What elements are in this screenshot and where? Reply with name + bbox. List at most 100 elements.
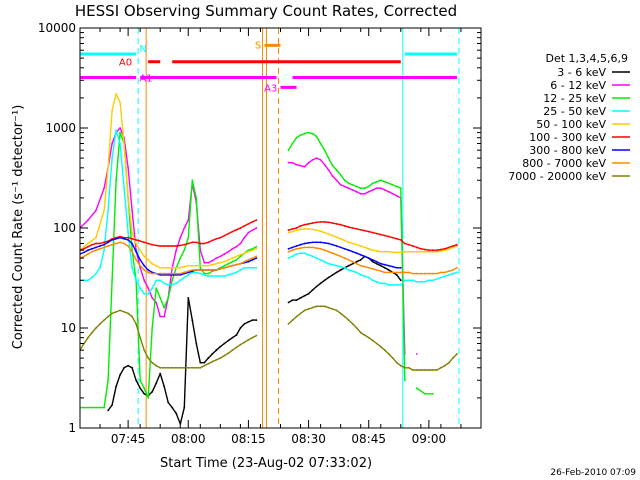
data-point bbox=[351, 262, 354, 265]
data-point bbox=[319, 241, 322, 244]
data-point bbox=[359, 331, 362, 334]
data-point bbox=[375, 180, 378, 183]
data-point bbox=[287, 229, 290, 232]
data-point bbox=[251, 247, 254, 250]
series-3 bbox=[80, 129, 458, 295]
data-point bbox=[355, 243, 358, 246]
data-point bbox=[335, 236, 338, 239]
data-point bbox=[403, 279, 406, 282]
series-2 bbox=[80, 131, 434, 409]
data-point bbox=[195, 241, 198, 244]
data-point bbox=[203, 261, 206, 264]
data-point bbox=[424, 250, 426, 253]
data-point bbox=[227, 232, 230, 235]
data-point bbox=[436, 369, 438, 371]
data-point bbox=[315, 285, 318, 288]
data-point bbox=[175, 272, 178, 275]
data-point bbox=[91, 243, 93, 246]
data-point bbox=[191, 241, 194, 244]
data-point bbox=[303, 223, 306, 226]
data-point bbox=[83, 247, 85, 250]
data-point bbox=[223, 234, 226, 237]
data-point bbox=[187, 242, 190, 245]
data-point bbox=[299, 243, 302, 246]
data-point bbox=[375, 280, 378, 283]
data-point bbox=[227, 265, 230, 268]
data-point bbox=[143, 255, 146, 258]
data-point bbox=[199, 242, 202, 245]
data-point bbox=[143, 392, 146, 395]
data-point bbox=[147, 259, 150, 261]
data-point bbox=[315, 135, 318, 138]
data-point bbox=[119, 142, 121, 145]
data-point bbox=[183, 276, 186, 279]
data-point bbox=[235, 263, 238, 266]
data-point bbox=[143, 264, 146, 267]
series-line bbox=[80, 129, 257, 295]
data-point bbox=[99, 242, 101, 245]
data-point bbox=[395, 237, 398, 240]
data-point bbox=[255, 255, 258, 258]
data-point bbox=[111, 109, 113, 112]
data-point bbox=[335, 264, 338, 267]
data-point bbox=[387, 250, 390, 253]
data-point bbox=[91, 331, 93, 334]
data-point bbox=[183, 406, 186, 409]
data-point bbox=[456, 243, 458, 246]
data-point bbox=[444, 275, 446, 277]
data-point bbox=[379, 262, 382, 265]
data-point bbox=[391, 265, 394, 268]
data-point bbox=[239, 327, 242, 329]
data-point bbox=[456, 353, 458, 355]
data-point bbox=[299, 252, 302, 255]
data-point bbox=[195, 366, 198, 369]
legend-label: 3 - 6 keV bbox=[557, 66, 606, 79]
data-point bbox=[383, 266, 386, 269]
data-point bbox=[448, 247, 450, 250]
data-point bbox=[415, 280, 418, 283]
data-point bbox=[207, 362, 210, 365]
data-point bbox=[323, 279, 326, 282]
data-point bbox=[395, 251, 398, 254]
legend-label: 7000 - 20000 keV bbox=[508, 170, 606, 183]
data-point bbox=[339, 237, 342, 240]
data-point bbox=[163, 385, 166, 388]
data-point bbox=[119, 127, 121, 129]
data-point bbox=[151, 262, 154, 265]
data-point bbox=[343, 257, 346, 259]
data-point bbox=[399, 187, 402, 190]
data-point bbox=[383, 250, 386, 253]
data-point bbox=[287, 161, 290, 164]
data-point bbox=[387, 269, 390, 271]
data-point bbox=[440, 250, 442, 252]
data-point bbox=[436, 278, 438, 280]
data-point bbox=[251, 249, 254, 252]
data-point bbox=[203, 242, 206, 245]
data-point bbox=[179, 272, 182, 275]
data-point bbox=[311, 306, 314, 309]
data-point bbox=[107, 209, 109, 212]
data-point bbox=[335, 223, 338, 225]
data-point bbox=[223, 275, 226, 277]
data-point bbox=[183, 271, 186, 274]
data-point bbox=[363, 334, 366, 336]
data-point bbox=[239, 343, 242, 346]
data-point bbox=[111, 243, 113, 246]
data-point bbox=[335, 179, 338, 182]
data-point bbox=[428, 250, 430, 253]
data-point bbox=[235, 334, 238, 336]
data-point bbox=[331, 175, 334, 178]
data-point bbox=[203, 269, 206, 271]
data-point bbox=[143, 269, 146, 271]
data-point bbox=[371, 249, 374, 252]
data-point bbox=[207, 261, 210, 264]
data-point bbox=[363, 229, 366, 232]
data-point bbox=[355, 271, 358, 274]
data-point bbox=[444, 271, 446, 274]
data-point bbox=[119, 236, 121, 239]
data-point bbox=[167, 245, 170, 247]
data-point bbox=[359, 259, 362, 261]
data-point bbox=[187, 274, 190, 276]
data-point bbox=[311, 255, 314, 258]
data-point bbox=[203, 264, 206, 267]
